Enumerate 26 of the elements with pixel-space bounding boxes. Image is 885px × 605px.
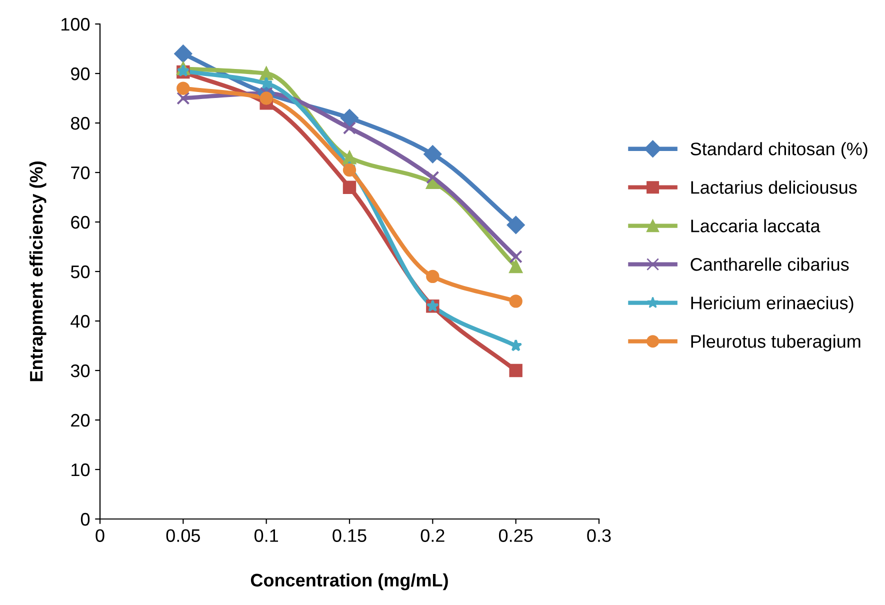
y-tick-label: 10 <box>72 463 90 476</box>
x-tick-label: 0.25 <box>498 529 533 542</box>
y-tick-label: 90 <box>71 67 90 80</box>
y-tick-label: 70 <box>71 166 90 180</box>
y-tick-label: 50 <box>70 265 90 278</box>
y-tick-label: 60 <box>71 216 90 229</box>
legend-label: Laccaria laccata <box>691 219 820 232</box>
y-tick-label: 40 <box>70 314 90 328</box>
y-axis-title: Entrapment efficiency (%) <box>29 162 46 382</box>
y-tick-label: 20 <box>71 414 90 427</box>
y-tick-label: 100 <box>62 18 90 31</box>
legend-label: Hericium erinaecius) <box>691 296 854 313</box>
x-tick-label: 0.3 <box>587 529 611 542</box>
legend-label: Pleurotus tuberagium <box>691 334 860 352</box>
y-tick-label: 0 <box>80 512 90 526</box>
x-tick-label: 0.15 <box>332 529 366 542</box>
x-axis-title: Concentration (mg/mL) <box>250 573 448 590</box>
y-tick-label: 80 <box>70 116 90 130</box>
legend-label: Cantharelle cibarius <box>690 258 849 271</box>
x-tick-label: 0.05 <box>166 529 200 542</box>
x-tick-label: 0.1 <box>254 529 278 542</box>
x-tick-label: 0 <box>96 529 104 542</box>
x-tick-label: 0.2 <box>420 529 444 542</box>
y-tick-label: 30 <box>70 364 90 378</box>
legend-label: Standard chitosan (%) <box>690 142 868 159</box>
legend-label: Lactarius deliciousus <box>691 180 857 194</box>
